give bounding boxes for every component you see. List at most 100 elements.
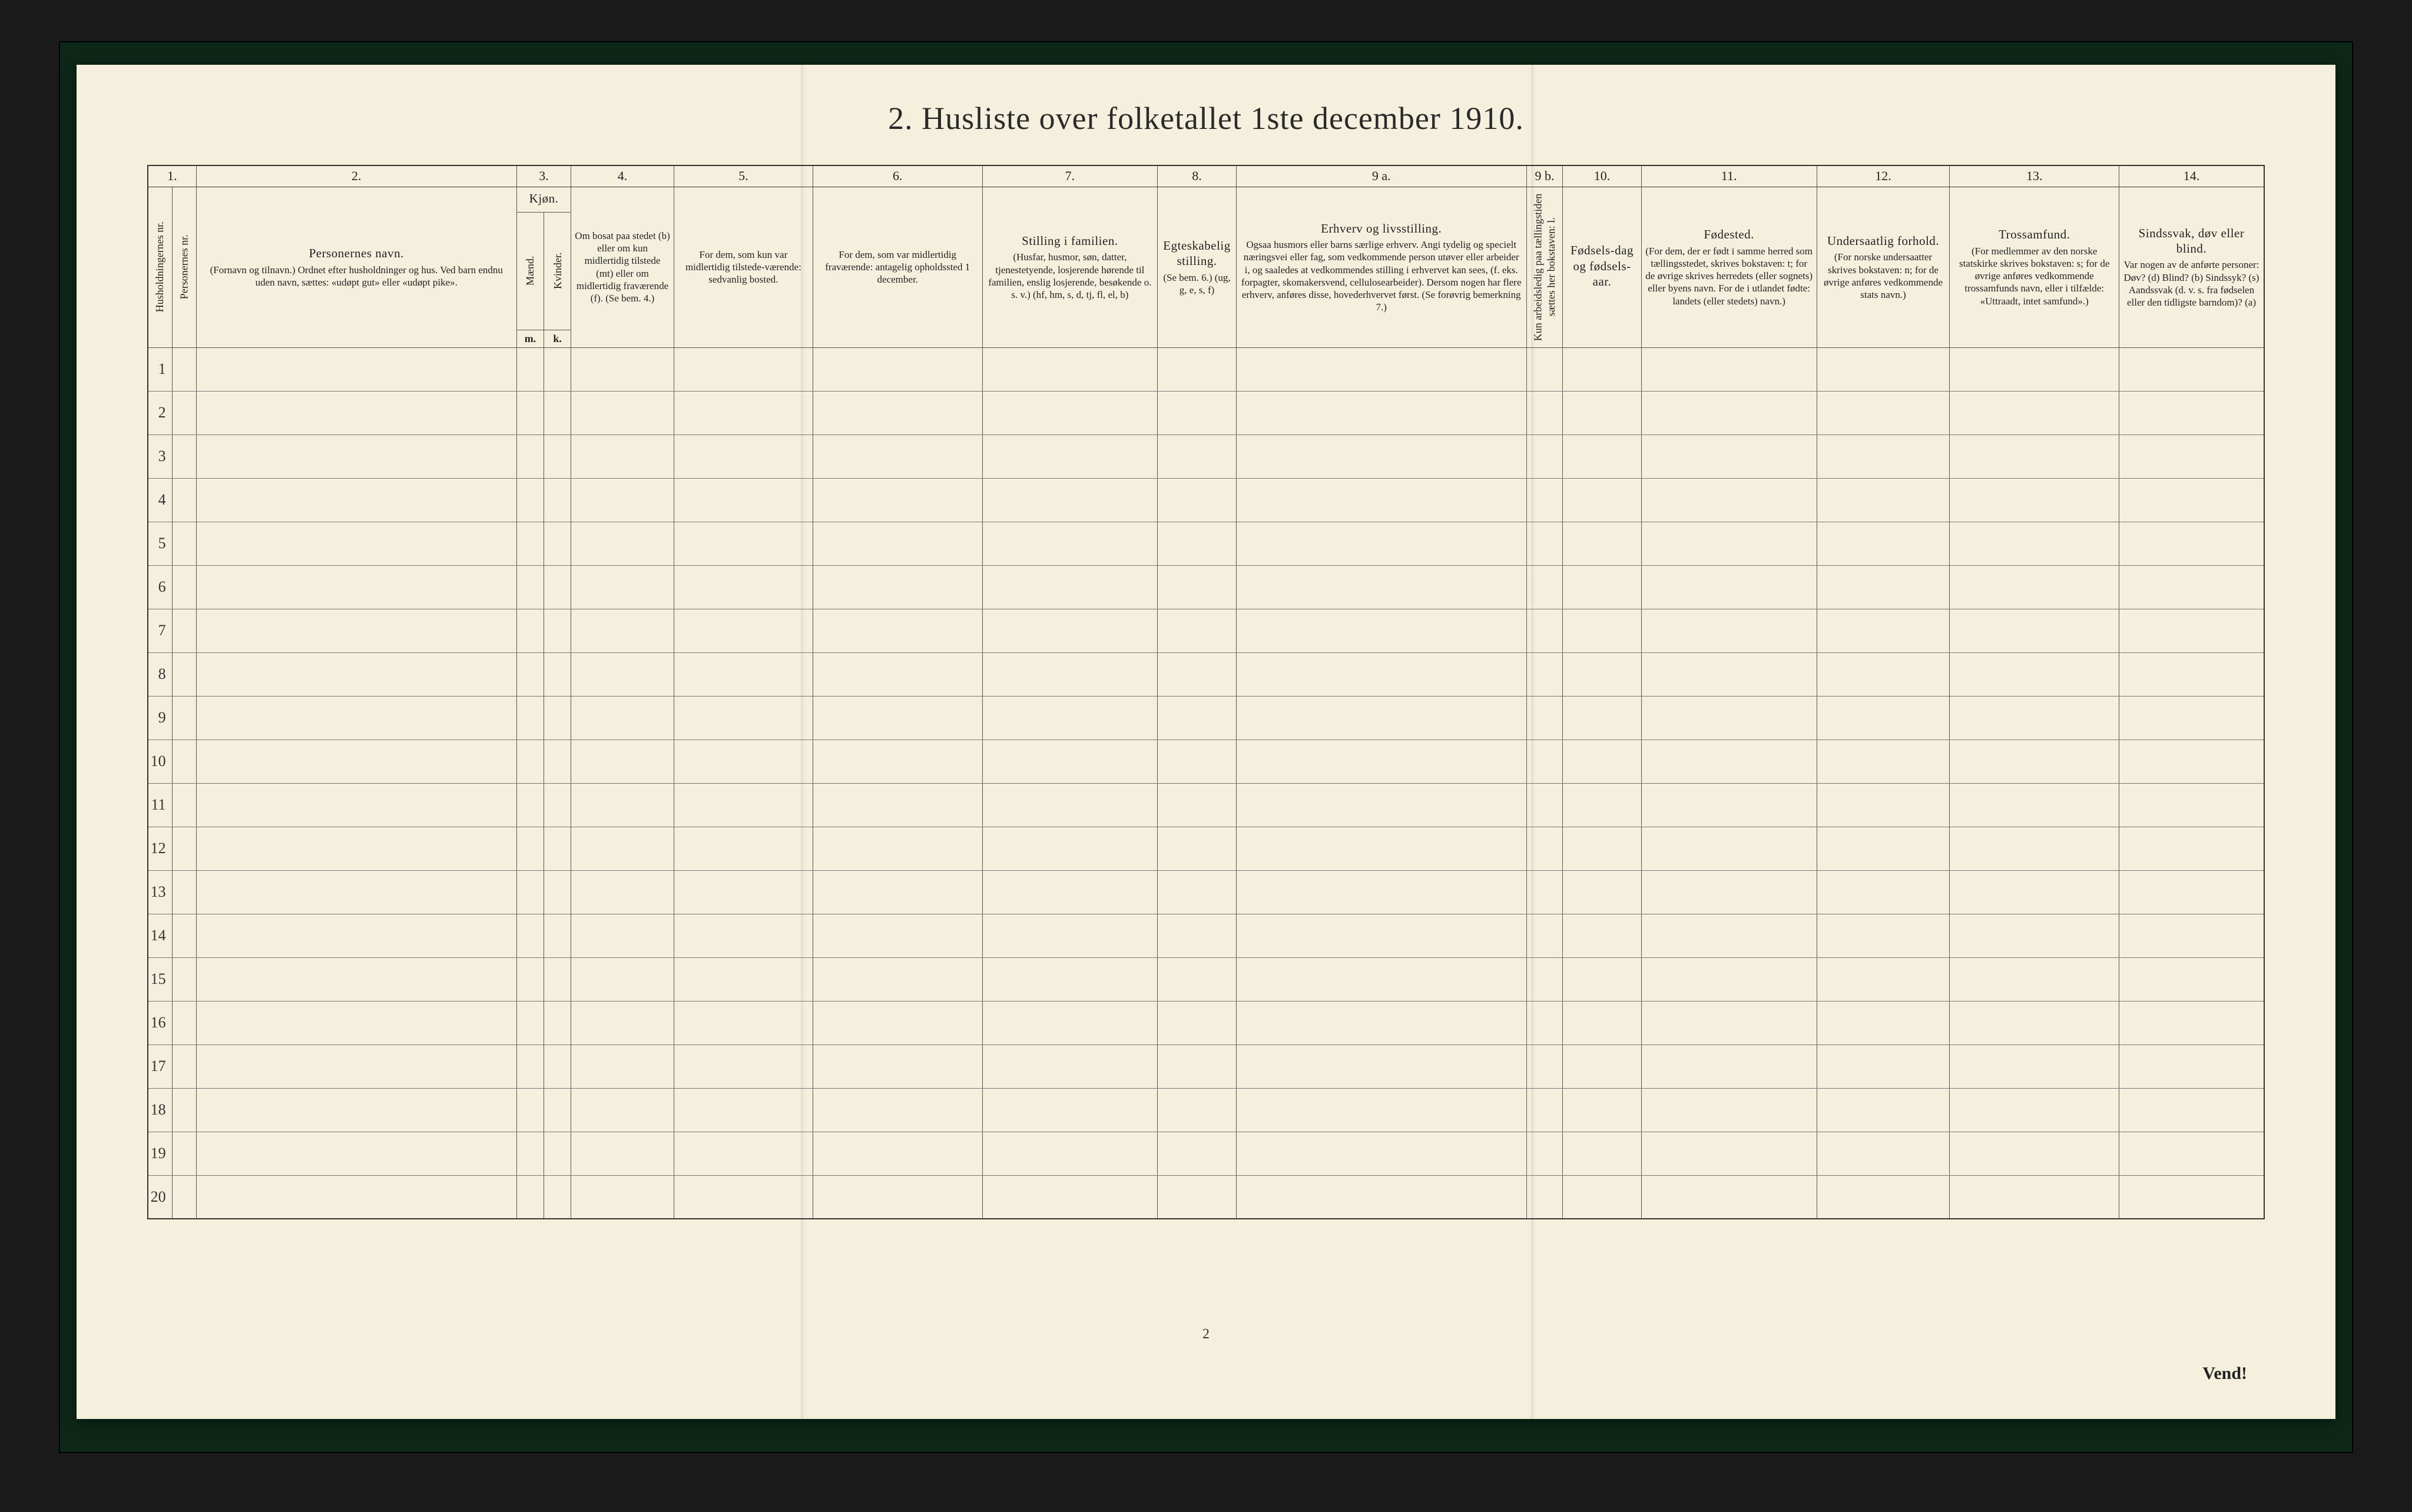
table-row: 2 bbox=[148, 391, 2264, 435]
row-number: 1 bbox=[148, 347, 172, 391]
col-header-marital: Egteskabelig stilling. (Se bem. 6.) (ug,… bbox=[1158, 187, 1236, 347]
table-cell bbox=[544, 652, 571, 696]
table-cell bbox=[1641, 1132, 1817, 1175]
table-cell bbox=[516, 1132, 544, 1175]
col-num: 10. bbox=[1563, 165, 1641, 187]
table-cell bbox=[1236, 1001, 1526, 1045]
table-cell bbox=[2119, 914, 2264, 957]
table-cell bbox=[1158, 652, 1236, 696]
table-cell bbox=[1950, 347, 2119, 391]
table-cell bbox=[1526, 1132, 1563, 1175]
table-cell bbox=[1526, 1045, 1563, 1088]
header-body: For dem, som var midlertidig fraværende:… bbox=[817, 248, 979, 286]
column-header-row: Husholdningernes nr. Personernes nr. Per… bbox=[148, 187, 2264, 212]
table-row: 7 bbox=[148, 609, 2264, 652]
table-cell bbox=[1236, 1175, 1526, 1219]
table-cell bbox=[172, 652, 196, 696]
table-cell bbox=[1563, 1088, 1641, 1132]
table-cell bbox=[1526, 870, 1563, 914]
table-cell bbox=[1236, 740, 1526, 783]
table-cell bbox=[1158, 783, 1236, 827]
table-row: 12 bbox=[148, 827, 2264, 870]
table-cell bbox=[1817, 783, 1950, 827]
table-cell bbox=[196, 914, 516, 957]
table-cell bbox=[516, 1045, 544, 1088]
table-cell bbox=[1950, 391, 2119, 435]
table-cell bbox=[1817, 1132, 1950, 1175]
col-num: 12. bbox=[1817, 165, 1950, 187]
col-header-citizenship: Undersaatlig forhold. (For norske unders… bbox=[1817, 187, 1950, 347]
row-number: 16 bbox=[148, 1001, 172, 1045]
table-cell bbox=[1563, 391, 1641, 435]
table-cell bbox=[172, 1045, 196, 1088]
table-cell bbox=[1563, 827, 1641, 870]
table-cell bbox=[1641, 609, 1817, 652]
table-cell bbox=[2119, 522, 2264, 565]
census-table-wrap: 1. 2. 3. 4. 5. 6. 7. 8. 9 a. 9 b. 10. 11… bbox=[147, 165, 2265, 1219]
header-body: For dem, som kun var midlertidig tilsted… bbox=[678, 248, 809, 286]
table-row: 17 bbox=[148, 1045, 2264, 1088]
table-cell bbox=[1641, 522, 1817, 565]
table-cell bbox=[1641, 478, 1817, 522]
table-cell bbox=[813, 827, 982, 870]
table-cell bbox=[674, 565, 813, 609]
table-cell bbox=[1563, 740, 1641, 783]
col-header-disability: Sindssvak, døv eller blind. Var nogen av… bbox=[2119, 187, 2264, 347]
page-title: 2. Husliste over folketallet 1ste decemb… bbox=[77, 100, 2335, 137]
table-cell bbox=[544, 957, 571, 1001]
col-num: 4. bbox=[571, 165, 674, 187]
header-body: (Fornavn og tilnavn.) Ordnet efter husho… bbox=[200, 264, 513, 289]
table-cell bbox=[1950, 565, 2119, 609]
table-cell bbox=[982, 783, 1158, 827]
table-cell bbox=[571, 478, 674, 522]
table-cell bbox=[1158, 522, 1236, 565]
table-cell bbox=[2119, 957, 2264, 1001]
row-number: 14 bbox=[148, 914, 172, 957]
table-cell bbox=[813, 783, 982, 827]
table-cell bbox=[196, 391, 516, 435]
table-row: 3 bbox=[148, 435, 2264, 478]
table-cell bbox=[1563, 696, 1641, 740]
table-row: 9 bbox=[148, 696, 2264, 740]
table-cell bbox=[196, 1001, 516, 1045]
header-title: Sindssvak, døv eller blind. bbox=[2123, 226, 2260, 257]
table-cell bbox=[516, 1088, 544, 1132]
table-cell bbox=[982, 435, 1158, 478]
col-num: 5. bbox=[674, 165, 813, 187]
header-body: (For norske undersaatter skrives bokstav… bbox=[1821, 251, 1946, 301]
table-cell bbox=[172, 522, 196, 565]
table-cell bbox=[516, 652, 544, 696]
table-cell bbox=[982, 652, 1158, 696]
table-cell bbox=[982, 740, 1158, 783]
table-cell bbox=[982, 609, 1158, 652]
table-cell bbox=[674, 1132, 813, 1175]
table-cell bbox=[1817, 957, 1950, 1001]
census-form-page: 2. Husliste over folketallet 1ste decemb… bbox=[77, 65, 2335, 1419]
table-cell bbox=[674, 609, 813, 652]
table-cell bbox=[196, 478, 516, 522]
table-cell bbox=[571, 696, 674, 740]
table-cell bbox=[1236, 827, 1526, 870]
table-cell bbox=[196, 696, 516, 740]
table-cell bbox=[1950, 478, 2119, 522]
table-cell bbox=[674, 522, 813, 565]
table-cell bbox=[1526, 478, 1563, 522]
table-cell bbox=[1526, 565, 1563, 609]
table-cell bbox=[674, 652, 813, 696]
row-number: 13 bbox=[148, 870, 172, 914]
table-cell bbox=[516, 609, 544, 652]
table-cell bbox=[1526, 740, 1563, 783]
table-cell bbox=[1950, 609, 2119, 652]
table-cell bbox=[1526, 391, 1563, 435]
col-num: 11. bbox=[1641, 165, 1817, 187]
table-cell bbox=[2119, 609, 2264, 652]
table-row: 18 bbox=[148, 1088, 2264, 1132]
table-cell bbox=[1950, 1001, 2119, 1045]
table-cell bbox=[1641, 827, 1817, 870]
table-cell bbox=[982, 1132, 1158, 1175]
col-header-birthdate: Fødsels-dag og fødsels-aar. bbox=[1563, 187, 1641, 347]
table-cell bbox=[2119, 696, 2264, 740]
header-title: Fødested. bbox=[1645, 227, 1813, 242]
table-cell bbox=[172, 609, 196, 652]
col-header-person-nr: Personernes nr. bbox=[172, 187, 196, 347]
